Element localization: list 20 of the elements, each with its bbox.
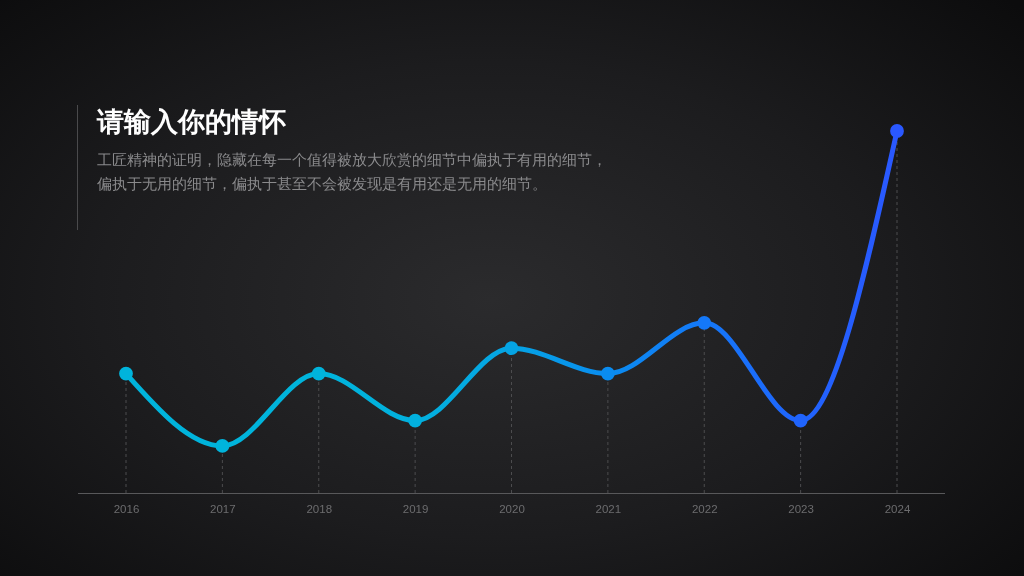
text: 工匠精神的证明，隐藏在每一个值得被放大欣赏的细节中偏执于有用的细节，偏执于无用的细节，偏执于甚至不会被发现是有用还是无用的细节。 [97,152,607,192]
point [215,439,230,453]
point [890,124,904,138]
point [119,366,133,381]
x-tick-label: 2016 [113,503,140,516]
x-tick-label: 2020 [499,503,525,516]
x-tick-label: 2021 [595,503,622,516]
x-tick-label: 2023 [788,503,814,516]
x-tick-label: 2018 [306,503,333,516]
chart-title: 请输入你的情怀 [96,107,286,137]
x-tick-label: 2019 [402,503,429,516]
x-tick-label: 2022 [691,503,718,516]
point [408,413,423,428]
point [697,315,712,330]
x-tick-label: 2024 [884,503,911,516]
point [311,366,326,381]
point [600,366,615,381]
x-tick-label: 2017 [210,503,236,516]
point [504,341,519,356]
point [793,413,808,428]
